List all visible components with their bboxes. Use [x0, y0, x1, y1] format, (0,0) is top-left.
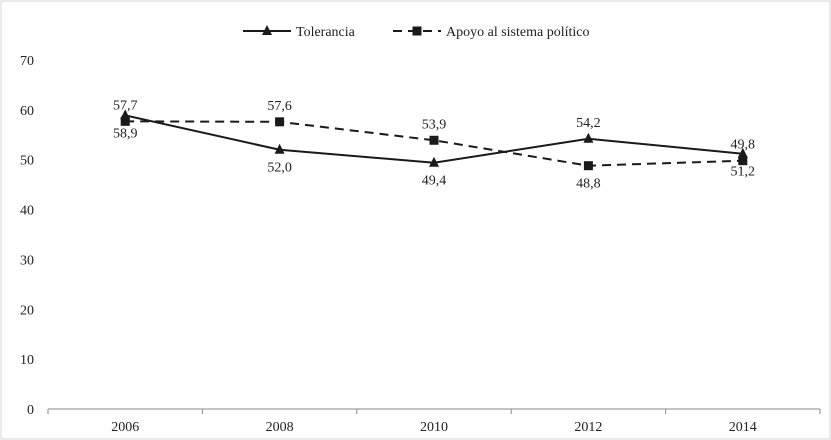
- axes: 2006 2008 2010 2012 2014 0 10 20 30 40 50 60 70: [20, 54, 821, 435]
- data-label: 49,8: [731, 138, 756, 153]
- y-tick-label: 50: [20, 154, 34, 169]
- legend: Tolerancia Apoyo al sistema político: [243, 25, 589, 40]
- data-label: 48,8: [576, 177, 601, 192]
- data-label: 53,9: [422, 117, 447, 132]
- legend-label: Tolerancia: [296, 25, 356, 40]
- x-tick-label: 2006: [111, 420, 139, 435]
- point-marker-square: [120, 116, 130, 126]
- data-label: 57,6: [267, 99, 292, 114]
- x-tick-label: 2010: [420, 420, 448, 435]
- point-marker-triangle: [737, 147, 748, 158]
- data-label: 49,4: [422, 174, 447, 189]
- y-tick-label: 70: [20, 54, 34, 69]
- data-label: 57,7: [113, 98, 138, 113]
- point-marker-square: [738, 156, 748, 166]
- legend-marker-square: [412, 26, 422, 36]
- data-label: 54,2: [576, 116, 601, 131]
- y-tick-label: 10: [20, 353, 34, 368]
- point-marker-square: [583, 161, 593, 171]
- y-tick-label: 40: [20, 204, 34, 219]
- y-tick-label: 0: [27, 403, 34, 418]
- series-layer: [120, 109, 748, 171]
- legend-marker-triangle: [262, 25, 272, 35]
- point-marker-triangle: [274, 143, 285, 154]
- x-tick-label: 2012: [574, 420, 602, 435]
- x-tick-label: 2014: [729, 420, 757, 435]
- point-marker-triangle: [583, 132, 594, 143]
- point-marker-square: [429, 135, 439, 145]
- y-tick-label: 20: [20, 303, 34, 318]
- data-label: 52,0: [267, 161, 292, 176]
- x-tick-label: 2008: [266, 420, 294, 435]
- data-label: 51,2: [731, 165, 756, 180]
- legend-label: Apoyo al sistema político: [446, 25, 589, 40]
- data-label: 58,9: [113, 126, 138, 141]
- y-tick-label: 30: [20, 253, 34, 268]
- point-marker-triangle: [429, 156, 439, 167]
- series-line-2: [125, 120, 743, 167]
- y-tick-label: 60: [20, 104, 34, 119]
- data-labels: 58,9 52,0 49,4 54,2 51,2 57,7 57,6 53,9 48,8 49,8: [113, 98, 755, 191]
- point-marker-square: [275, 117, 285, 127]
